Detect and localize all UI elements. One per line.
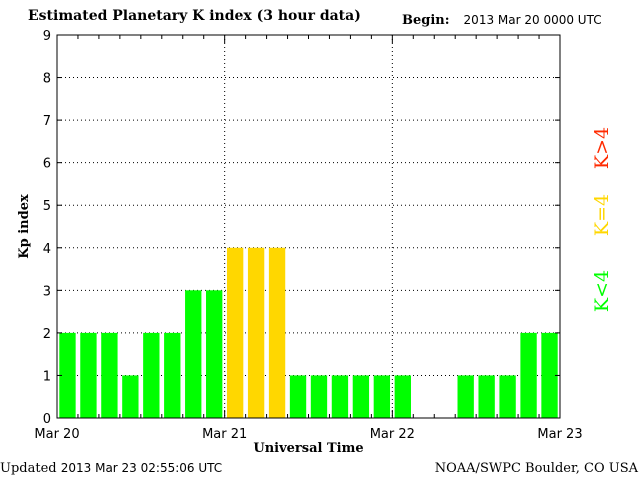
kp-bar [373,375,391,418]
x-tick-label: Mar 22 [370,427,415,442]
y-ticks: 0 1 2 3 4 5 6 7 8 9 [43,29,560,427]
y-tick-label: 1 [43,369,51,384]
updated-value: 2013 Mar 23 02:55:06 UTC [60,461,223,475]
y-tick-label: 4 [43,242,51,257]
legend-below-4: K<4 [591,270,613,312]
y-tick-label: 9 [43,29,51,44]
kp-bar [122,375,139,418]
chart-title: Estimated Planetary K index (3 hour data… [28,8,361,24]
x-axis-label: Universal Time [253,441,363,456]
plot-frame [56,34,561,419]
y-tick-label: 6 [43,157,51,172]
kp-bar [206,290,223,418]
kp-bar [101,332,118,418]
legend-above-4: K>4 [591,127,613,169]
kp-bar [59,332,76,418]
y-tick-label: 5 [43,199,51,214]
x-tick-label: Mar 21 [202,427,247,442]
y-tick-label: 2 [43,327,51,342]
begin-label: Begin: [402,13,450,28]
kp-bar [520,332,537,418]
kp-bar [164,332,181,418]
updated-timestamp: Updated 2013 Mar 23 02:55:06 UTC [0,461,222,476]
begin-value: 2013 Mar 20 0000 UTC [463,13,602,27]
kp-bar [226,247,244,418]
kp-bar [247,247,265,418]
x-tick-label: Mar 23 [537,427,582,442]
kp-bar [331,375,349,418]
begin-timestamp: Begin: 2013 Mar 20 0000 UTC [402,13,602,28]
y-tick-label: 0 [43,412,51,427]
kp-bar [268,247,286,418]
kp-bar [352,375,370,418]
y-tick-label: 7 [43,114,51,129]
data-source: NOAA/SWPC Boulder, CO USA [434,461,638,476]
kp-bar [394,375,411,418]
kp-bar [310,375,328,418]
kp-bar [80,332,97,418]
legend: K>4 K=4 K<4 [591,127,613,312]
y-axis-label: Kp index [17,194,32,259]
kp-bar [185,290,202,418]
updated-label: Updated [0,461,57,476]
y-tick-label: 8 [43,72,51,87]
bars-group [59,247,558,418]
x-ticks: Mar 20 Mar 21 Mar 22 Mar 23 [34,35,583,442]
kp-bar [499,375,516,418]
kp-bar [541,332,558,418]
x-tick-label: Mar 20 [34,427,79,442]
y-tick-label: 3 [43,284,51,299]
kp-bar [457,375,474,418]
kp-bar [478,375,495,418]
legend-equal-4: K=4 [591,194,613,236]
kp-bar [289,375,307,418]
grid-lines [57,35,560,418]
kp-bar [143,332,160,418]
